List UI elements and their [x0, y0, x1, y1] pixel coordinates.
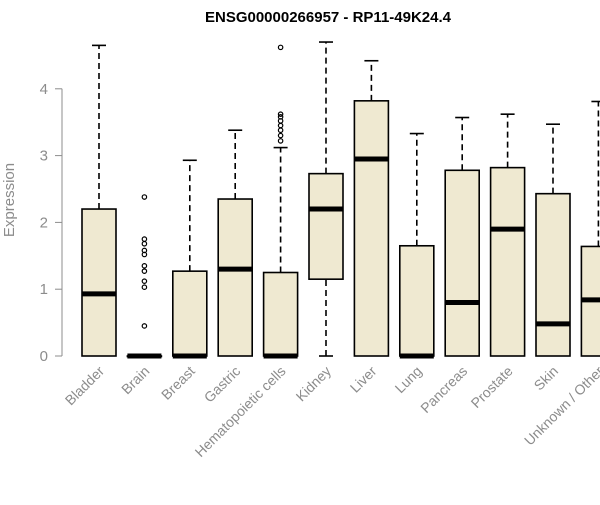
outlier-brain-9	[141, 194, 148, 200]
x-label-kidney: Kidney	[293, 363, 335, 405]
x-label-liver: Liver	[347, 363, 380, 396]
iqr-box-pancreas	[444, 169, 481, 357]
outlier-hematopoietic-cells-0	[277, 138, 284, 144]
box-kidney	[308, 41, 344, 357]
box-brain	[126, 194, 163, 359]
x-label-unknown-other: Unknown / Other	[521, 363, 600, 449]
x-label-hematopoietic-cells: Hematopoietic cells	[192, 363, 289, 460]
box-pancreas	[444, 116, 481, 357]
x-label-prostate: Prostate	[468, 363, 516, 411]
outlier-brain-0	[141, 323, 148, 329]
box-lung	[398, 132, 435, 359]
iqr-box-lung	[398, 244, 435, 357]
y-tick-label-2: 2	[40, 214, 48, 231]
y-axis: 0 1 2 3 4	[40, 81, 63, 365]
box-gastric	[217, 129, 253, 357]
x-label-skin: Skin	[531, 363, 562, 394]
box-breast	[172, 159, 208, 359]
x-label-bladder: Bladder	[62, 363, 108, 409]
iqr-box-gastric	[217, 198, 253, 357]
x-label-pancreas: Pancreas	[417, 363, 470, 416]
outlier-hematopoietic-cells-3	[277, 122, 284, 129]
box-prostate	[489, 113, 526, 357]
iqr-box-breast	[172, 270, 208, 357]
outlier-hematopoietic-cells-7	[277, 44, 284, 51]
x-label-brain: Brain	[118, 363, 152, 397]
y-tick-label-1: 1	[40, 281, 48, 298]
outlier-brain-8	[141, 236, 148, 242]
box-unknown-other	[580, 100, 600, 357]
box-bladder	[81, 44, 117, 357]
outlier-brain-7	[141, 240, 148, 247]
y-tick-label-0: 0	[40, 348, 48, 365]
chart-title: ENSG00000266957 - RP11-49K24.4	[205, 9, 452, 26]
y-tick-label-3: 3	[40, 148, 48, 165]
iqr-box-skin	[535, 192, 571, 357]
outlier-brain-1	[141, 284, 148, 290]
x-label-gastric: Gastric	[201, 363, 244, 406]
outlier-hematopoietic-cells-2	[277, 127, 284, 134]
x-label-lung: Lung	[392, 363, 425, 396]
y-axis-label: Expression	[1, 163, 18, 237]
outlier-brain-6	[141, 247, 148, 254]
iqr-box-kidney	[308, 172, 344, 280]
box-hematopoietic-cells	[262, 44, 299, 359]
box-skin	[535, 123, 571, 357]
outlier-hematopoietic-cells-5	[277, 114, 284, 120]
iqr-box-liver	[353, 100, 390, 357]
outlier-brain-3	[141, 268, 148, 274]
iqr-box-bladder	[81, 208, 117, 357]
outlier-brain-2	[141, 278, 148, 284]
y-tick-label-4: 4	[40, 81, 48, 98]
x-label-breast: Breast	[158, 363, 198, 403]
outlier-brain-4	[141, 263, 148, 269]
boxes-group	[81, 41, 600, 359]
box-liver	[353, 59, 390, 357]
iqr-box-hematopoietic-cells	[262, 271, 299, 357]
outlier-hematopoietic-cells-1	[277, 132, 284, 139]
iqr-box-prostate	[489, 166, 526, 357]
outlier-hematopoietic-cells-6	[277, 111, 284, 117]
